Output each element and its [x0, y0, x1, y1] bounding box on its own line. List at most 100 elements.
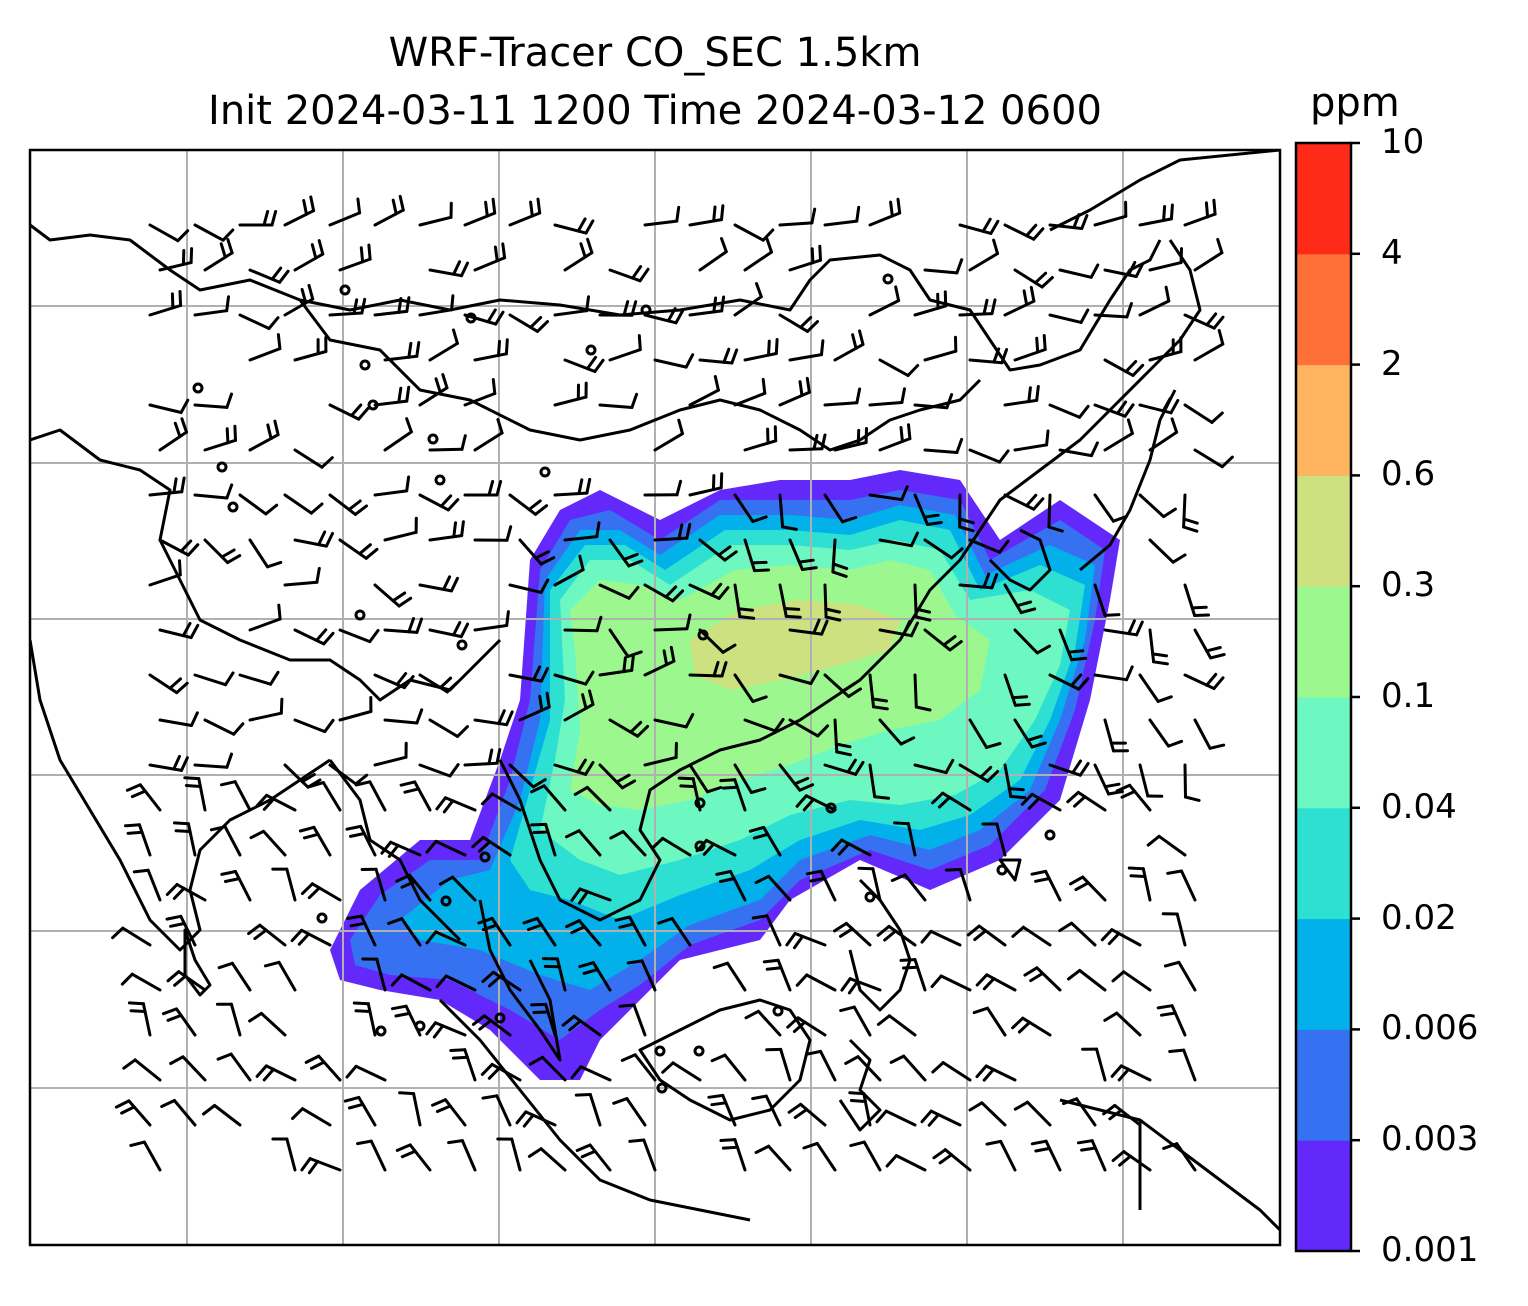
wind-barb-flag — [986, 769, 1000, 783]
wind-barb-flag — [536, 320, 549, 333]
wind-barb-flag — [452, 521, 457, 539]
calm-wind-marker — [367, 399, 379, 411]
wind-barb-flag — [189, 247, 194, 265]
wind-barb-flag — [530, 1002, 548, 1007]
colorbar-unit-label: ppm — [1310, 80, 1400, 126]
wind-barb-flag — [702, 842, 716, 856]
wind-barb-flag — [636, 724, 650, 738]
colorbar-tick-label: 0.003 — [1381, 1119, 1479, 1160]
wind-barb-shaft — [338, 538, 368, 560]
wind-barb-flag — [290, 928, 304, 943]
wind-barb-flag — [765, 966, 783, 971]
wind-barb-flag — [452, 621, 462, 637]
wind-barb-flag — [1022, 289, 1029, 307]
wind-barb-shaft — [553, 673, 588, 686]
wind-barb-shaft — [234, 870, 252, 902]
wind-barb-flag — [1030, 741, 1047, 749]
wind-barb-flag — [367, 243, 372, 261]
wind-barb-shaft — [400, 917, 422, 947]
wind-barb-flag — [225, 752, 233, 769]
wind-barb-shaft — [175, 883, 207, 902]
wind-barb-flag — [395, 672, 408, 686]
wind-barb-flag — [223, 877, 241, 883]
wind-barb-flag — [1127, 866, 1145, 871]
wind-barb-flag — [166, 1013, 183, 1022]
wind-barb-shaft — [293, 538, 328, 548]
wind-barb-shaft — [373, 489, 409, 497]
wind-barb-flag — [1110, 1064, 1123, 1078]
wind-barb-flag — [529, 316, 543, 329]
wind-barb-shaft — [688, 583, 721, 600]
wind-barb-flag — [273, 419, 280, 437]
wind-barb-flag — [785, 932, 797, 947]
wind-barb-flag — [445, 680, 459, 694]
korea — [988, 528, 1052, 592]
wind-barb-flag — [435, 974, 448, 989]
wind-barb-shaft — [308, 1157, 342, 1172]
wind-barb-shaft — [1110, 928, 1142, 947]
wind-barb-shaft — [906, 822, 917, 857]
wind-barb-shaft — [653, 627, 689, 632]
wind-barb-flag — [1127, 619, 1136, 636]
wind-barb-flag — [304, 1054, 321, 1064]
wind-barb-flag — [637, 334, 642, 352]
wind-barb-shaft — [338, 628, 372, 644]
wind-barb-flag — [738, 615, 756, 620]
wind-barb-flag — [955, 258, 964, 275]
wind-barb-shaft — [495, 1094, 512, 1127]
wind-barb-flag — [876, 1014, 891, 1026]
wind-barb-flag — [111, 926, 125, 940]
calm-wind-marker — [996, 864, 1008, 876]
wind-barb-shaft — [408, 873, 432, 902]
wind-barb-flag — [1077, 677, 1090, 691]
wind-barb-shaft — [1183, 673, 1216, 690]
wind-barb-flag — [442, 575, 452, 591]
wind-barb-flag — [263, 960, 281, 968]
wind-barb-shaft — [368, 780, 387, 812]
wind-barb-shaft — [913, 763, 948, 775]
wind-barb-flag — [405, 385, 411, 403]
wind-barb-flag — [979, 765, 993, 779]
wind-barb-shaft — [373, 755, 408, 767]
wind-barb-flag — [310, 1060, 326, 1070]
tracer-level-0.3 — [690, 600, 900, 690]
wind-barb-flag — [407, 617, 415, 634]
wind-barb-flag — [232, 722, 245, 736]
wind-barb-shaft — [788, 258, 822, 272]
wind-barb-shaft — [413, 780, 432, 812]
wind-barb-flag — [132, 868, 150, 874]
wind-barb-flag — [1131, 363, 1145, 377]
wind-barb-shaft — [258, 923, 287, 947]
wind-barb-shaft — [1093, 403, 1127, 418]
wind-barb-shaft — [1021, 925, 1052, 947]
wind-barb-flag — [1073, 795, 1087, 808]
wind-barb-shaft — [608, 718, 640, 738]
wind-barb-flag — [846, 758, 857, 774]
wind-barb-flag — [580, 1149, 597, 1159]
calm-wind-marker — [434, 474, 446, 486]
wind-barb-flag — [309, 502, 324, 515]
wind-barb-shaft — [285, 867, 297, 902]
wind-barb-shaft — [848, 977, 882, 992]
wind-barb-shaft — [238, 313, 271, 330]
wind-barb-shaft — [300, 928, 332, 947]
wind-barb-shaft — [203, 538, 230, 565]
wind-barb-shaft — [968, 448, 1002, 464]
wind-barb-flag — [581, 693, 588, 710]
sumatra-java — [438, 998, 751, 1222]
wind-barb-flag — [1216, 237, 1224, 255]
japan — [1079, 389, 1177, 572]
wind-barb-flag — [931, 791, 945, 805]
wind-barb-shaft — [463, 392, 497, 407]
wind-barb-shaft — [293, 628, 326, 646]
wind-barb-flag — [893, 821, 910, 826]
wind-barb-shaft — [1193, 718, 1212, 750]
wind-barb-flag — [425, 930, 438, 945]
wind-barb-shaft — [1095, 1047, 1107, 1082]
wind-barb-flag — [1220, 455, 1234, 469]
wind-barb-flag — [831, 562, 849, 570]
wind-barb-shaft — [1128, 783, 1152, 812]
wind-barb-flag — [487, 748, 494, 766]
calm-wind-marker — [479, 851, 491, 863]
